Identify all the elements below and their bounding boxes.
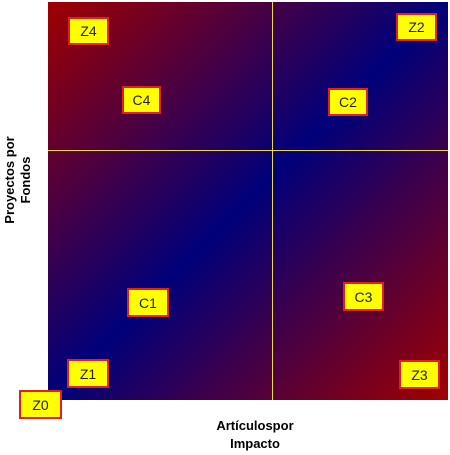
node: C4 xyxy=(122,86,161,114)
node: C2 xyxy=(328,88,368,116)
y-axis-label-line: Fondos xyxy=(18,156,33,204)
node: Z1 xyxy=(67,359,109,388)
node: C3 xyxy=(343,282,384,311)
divider xyxy=(48,150,448,151)
node: Z0 xyxy=(19,390,62,419)
node: Z4 xyxy=(68,17,109,45)
node: C1 xyxy=(127,288,169,317)
node: Z2 xyxy=(396,13,437,41)
x-axis-label: Artículospor Impacto xyxy=(180,417,330,453)
y-axis-label: Proyectos por Fondos xyxy=(2,105,34,255)
y-axis-label-line: Proyectos por xyxy=(2,136,17,224)
x-axis-label-line: Artículospor xyxy=(216,418,294,433)
node: Z3 xyxy=(399,360,440,389)
divider xyxy=(272,2,273,400)
x-axis-label-line: Impacto xyxy=(230,436,280,451)
plot-area xyxy=(48,2,448,400)
